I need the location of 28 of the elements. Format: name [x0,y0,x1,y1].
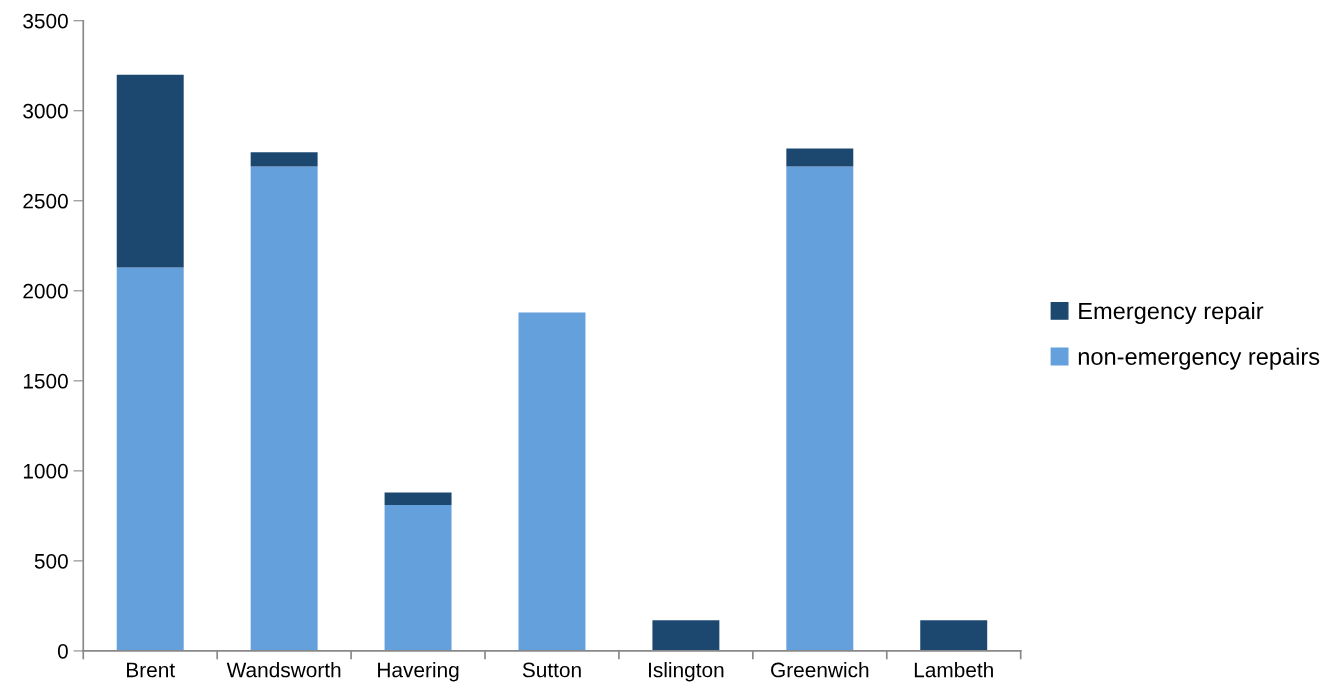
y-tick-label: 0 [57,643,68,659]
y-tick-label: 500 [34,553,68,569]
x-tick-label: Greenwich [771,662,869,678]
bar [652,620,720,651]
y-tick-label: 1500 [23,373,68,389]
x-tick-label: Sutton [522,662,581,678]
x-tick-label: Lambeth [914,662,993,678]
legend-label: non-emergency repairs [1078,347,1320,370]
x-tick-label: Havering [378,662,459,682]
y-tick-label: 3000 [23,103,68,119]
bar [518,312,586,651]
x-tick-label: Wandsworth [226,662,341,678]
y-tick-label: 2500 [23,193,68,209]
bar [920,620,988,651]
bar [786,148,854,167]
bar [384,492,452,506]
legend-label: Emergency repair [1079,302,1264,325]
y-tick-label: 3500 [23,13,68,29]
x-tick-label: Islington [649,662,724,682]
y-tick-label: 2000 [23,283,68,299]
y-tick-label: 1000 [23,463,68,479]
bar [116,74,184,268]
bar [116,267,184,651]
bar [384,505,452,651]
bar [250,166,318,651]
bar [786,166,854,651]
x-tick-label: Brent [127,662,175,678]
bar [250,152,318,167]
